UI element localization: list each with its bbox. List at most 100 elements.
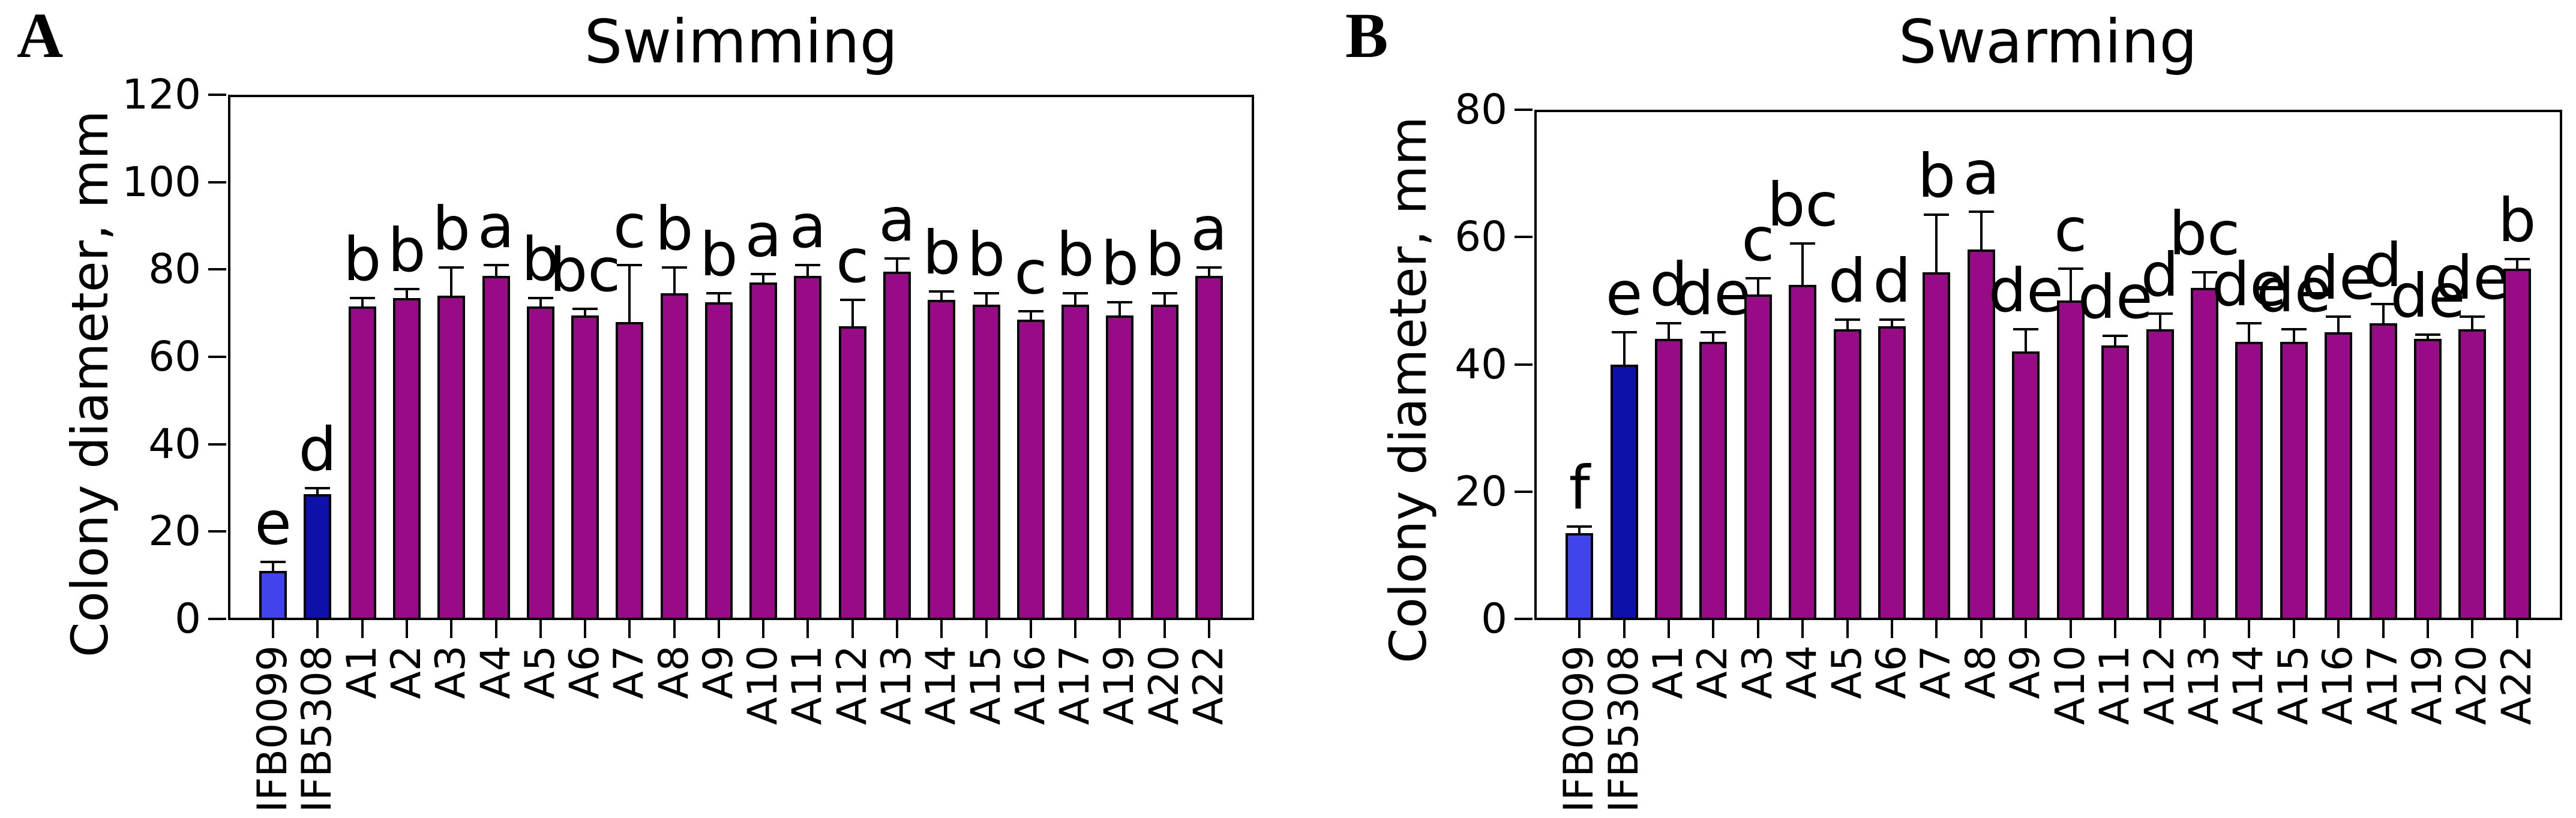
- error-bar-cap: [1968, 210, 1994, 213]
- sig-letter: a: [789, 191, 827, 262]
- plot-area-swarming: [1534, 110, 2562, 620]
- error-bar-cap: [1924, 213, 1950, 216]
- error-bar-cap: [2370, 302, 2396, 305]
- bar: [794, 276, 822, 620]
- sig-letter: e: [254, 488, 292, 559]
- x-tick-label: A19: [2403, 645, 2451, 726]
- sig-letter: b: [521, 224, 560, 294]
- sig-letter: de: [1988, 255, 2064, 326]
- x-tick-label: A4: [1779, 645, 1827, 699]
- x-tick: [494, 620, 497, 638]
- bar: [526, 306, 554, 620]
- x-tick: [806, 620, 809, 638]
- x-tick: [940, 620, 943, 638]
- bar: [1744, 294, 1772, 620]
- error-bar-cap: [260, 561, 286, 564]
- y-tick-label: 40: [148, 420, 201, 468]
- error-bar: [940, 291, 943, 300]
- bar: [972, 304, 1000, 620]
- bar: [2503, 269, 2531, 620]
- x-tick: [1756, 620, 1759, 638]
- x-tick-label: A15: [2269, 645, 2317, 726]
- x-tick-label: A11: [2091, 645, 2139, 726]
- error-bar: [1163, 293, 1166, 305]
- bar: [1699, 342, 1728, 620]
- error-bar-cap: [527, 296, 553, 299]
- error-bar: [806, 265, 809, 276]
- error-bar: [851, 300, 854, 326]
- error-bar: [1029, 311, 1032, 320]
- y-tick: [1515, 618, 1533, 620]
- error-bar: [1935, 215, 1938, 272]
- bar: [2012, 351, 2040, 620]
- error-bar: [1207, 267, 1210, 276]
- bar: [1150, 304, 1178, 620]
- bar: [259, 570, 287, 620]
- chart-title-swimming: Swimming: [584, 7, 898, 77]
- error-bar: [1801, 243, 1804, 285]
- bar: [348, 306, 376, 620]
- error-bar-cap: [1018, 309, 1043, 312]
- x-tick: [1074, 620, 1077, 638]
- error-bar: [2158, 313, 2161, 330]
- sig-letter: c: [1014, 237, 1048, 308]
- x-tick: [405, 620, 408, 638]
- y-tick: [1515, 236, 1533, 239]
- x-tick-label: A9: [2002, 645, 2050, 699]
- x-tick: [2069, 620, 2072, 638]
- error-bar-cap: [1611, 331, 1637, 334]
- bar: [482, 276, 510, 620]
- error-bar-cap: [2460, 315, 2485, 318]
- bar: [883, 271, 911, 620]
- sig-letter: d: [1828, 246, 1867, 317]
- error-bar: [1756, 278, 1759, 294]
- sig-letter: b: [2498, 185, 2536, 256]
- error-bar: [2292, 329, 2295, 342]
- error-bar-cap: [1656, 321, 1682, 324]
- y-tick-label: 0: [1481, 595, 1507, 643]
- sig-letter: b: [388, 215, 426, 286]
- error-bar-cap: [1567, 525, 1593, 528]
- error-bar: [1891, 320, 1894, 326]
- bar: [1878, 326, 1906, 620]
- error-bar: [584, 308, 587, 315]
- sig-letter: d: [2364, 230, 2403, 300]
- bar: [704, 302, 733, 620]
- error-bar: [762, 273, 765, 283]
- x-tick: [2248, 620, 2251, 638]
- error-bar: [628, 265, 631, 322]
- x-tick-label: A10: [2046, 645, 2094, 726]
- bar: [2101, 345, 2130, 620]
- x-tick: [2114, 620, 2117, 638]
- x-tick: [316, 620, 319, 638]
- bar: [2056, 300, 2085, 620]
- error-bar: [1578, 527, 1581, 533]
- x-tick: [2337, 620, 2340, 638]
- error-bar-cap: [884, 257, 910, 260]
- error-bar-cap: [2103, 334, 2128, 337]
- x-tick-label: A16: [2314, 645, 2362, 726]
- x-tick: [1207, 620, 1210, 638]
- x-tick: [1118, 620, 1121, 638]
- error-bar: [985, 293, 988, 305]
- error-bar: [450, 267, 453, 296]
- error-bar-cap: [439, 266, 464, 269]
- x-tick-label: A7: [1912, 645, 1960, 699]
- x-tick: [1846, 620, 1849, 638]
- error-bar-cap: [349, 296, 375, 299]
- error-bar: [2337, 316, 2340, 333]
- error-bar-cap: [706, 292, 731, 295]
- bar: [616, 321, 644, 620]
- error-bar-cap: [1063, 292, 1088, 295]
- bar: [437, 296, 466, 620]
- bar: [1061, 304, 1090, 620]
- x-tick: [2158, 620, 2161, 638]
- error-bar-cap: [751, 272, 776, 275]
- bar: [304, 494, 332, 620]
- x-tick: [1029, 620, 1032, 638]
- bar: [571, 315, 599, 620]
- x-tick: [1712, 620, 1715, 638]
- bar: [392, 297, 421, 620]
- bar: [2325, 332, 2353, 620]
